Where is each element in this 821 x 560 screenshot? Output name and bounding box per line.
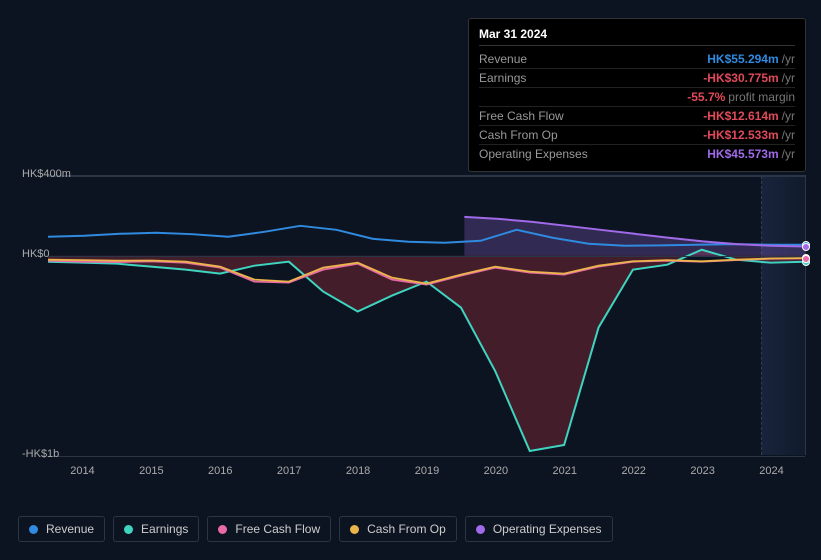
tooltip-row-label: Operating Expenses	[479, 147, 588, 161]
tooltip-row: Operating Expenses HK$45.573m/yr	[479, 144, 795, 163]
chart-plot-area[interactable]	[48, 175, 806, 455]
legend-item-revenue[interactable]: Revenue	[18, 516, 105, 542]
series-end-marker	[802, 243, 810, 251]
legend-item-fcf[interactable]: Free Cash Flow	[207, 516, 331, 542]
tooltip-row-value: -HK$12.533m/yr	[703, 128, 795, 142]
tooltip-row-value: HK$45.573m/yr	[707, 147, 795, 161]
legend-label: Free Cash Flow	[235, 522, 320, 536]
tooltip-row: -55.7%profit margin	[479, 87, 795, 106]
legend-label: Operating Expenses	[493, 522, 602, 536]
financials-chart: HK$400mHK$0-HK$1b 2014201520162017201820…	[16, 155, 806, 475]
legend-item-cfo[interactable]: Cash From Op	[339, 516, 457, 542]
y-axis-tick-label: -HK$1b	[22, 448, 59, 460]
legend-label: Earnings	[141, 522, 188, 536]
x-axis-tick-label: 2022	[599, 465, 668, 485]
tooltip-row-value: -HK$30.775m/yr	[703, 71, 795, 85]
tooltip-date: Mar 31 2024	[479, 27, 795, 46]
x-axis-tick-label: 2016	[186, 465, 255, 485]
x-axis-tick-label: 2015	[117, 465, 186, 485]
gridline	[48, 456, 805, 457]
legend-dot-icon	[350, 525, 359, 534]
x-axis-tick-label: 2019	[393, 465, 462, 485]
series-fill-opex	[464, 217, 805, 256]
x-axis-tick-label: 2023	[668, 465, 737, 485]
gridline	[48, 176, 805, 177]
tooltip-row: Cash From Op -HK$12.533m/yr	[479, 125, 795, 144]
chart-legend: Revenue Earnings Free Cash Flow Cash From O…	[18, 516, 613, 542]
y-axis-tick-label: HK$0	[22, 248, 50, 260]
legend-dot-icon	[29, 525, 38, 534]
legend-item-earnings[interactable]: Earnings	[113, 516, 199, 542]
legend-label: Cash From Op	[367, 522, 446, 536]
tooltip-row: Free Cash Flow -HK$12.614m/yr	[479, 106, 795, 125]
series-end-marker	[802, 255, 810, 263]
tooltip-rows: Revenue HK$55.294m/yr Earnings -HK$30.775m/…	[479, 50, 795, 163]
x-axis-tick-label: 2020	[461, 465, 530, 485]
legend-label: Revenue	[46, 522, 94, 536]
gridline	[48, 256, 805, 257]
tooltip-row: Earnings -HK$30.775m/yr	[479, 68, 795, 87]
legend-dot-icon	[124, 525, 133, 534]
x-axis-tick-label: 2021	[530, 465, 599, 485]
tooltip-row-label: Free Cash Flow	[479, 109, 564, 123]
tooltip-row-value: -HK$12.614m/yr	[703, 109, 795, 123]
x-axis-labels: 2014201520162017201820192020202120222023…	[48, 465, 806, 485]
x-axis-tick-label: 2017	[255, 465, 324, 485]
y-axis-tick-label: HK$400m	[22, 168, 71, 180]
chart-tooltip: Mar 31 2024 Revenue HK$55.294m/yr Earnings…	[468, 18, 806, 172]
chart-svg	[48, 176, 805, 455]
legend-dot-icon	[476, 525, 485, 534]
tooltip-row: Revenue HK$55.294m/yr	[479, 50, 795, 68]
tooltip-row-label: Earnings	[479, 71, 526, 85]
tooltip-row-label: Cash From Op	[479, 128, 558, 142]
x-axis-tick-label: 2024	[737, 465, 806, 485]
tooltip-row-value: -55.7%profit margin	[687, 90, 795, 104]
x-axis-tick-label: 2014	[48, 465, 117, 485]
legend-dot-icon	[218, 525, 227, 534]
x-axis-tick-label: 2018	[324, 465, 393, 485]
series-fill-earnings	[48, 250, 805, 451]
tooltip-row-value: HK$55.294m/yr	[707, 52, 795, 66]
legend-item-opex[interactable]: Operating Expenses	[465, 516, 613, 542]
tooltip-row-label: Revenue	[479, 52, 527, 66]
